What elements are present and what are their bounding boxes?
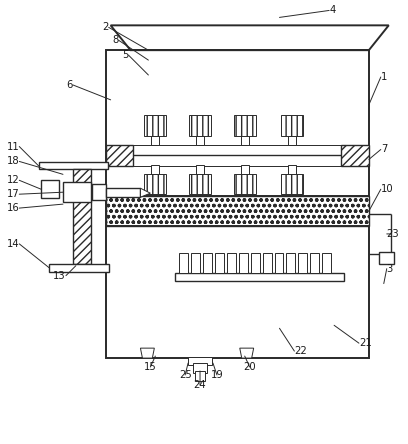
Bar [188,357,212,365]
Text: 2: 2 [102,22,109,32]
Text: 10: 10 [381,184,393,194]
Bar [241,135,249,145]
Text: 20: 20 [244,362,256,372]
Bar [41,180,59,198]
Bar [106,196,369,226]
Bar [106,188,140,197]
Bar [151,135,159,145]
Bar [234,115,256,135]
Bar [175,273,344,281]
Text: 19: 19 [211,370,223,380]
Text: 4: 4 [329,5,335,16]
Bar [288,165,296,174]
Polygon shape [240,348,254,358]
Bar [275,253,284,273]
Bar [310,253,319,273]
Bar [234,174,256,194]
Text: 14: 14 [7,239,19,249]
Bar [288,135,296,145]
Bar [106,50,369,358]
Bar [215,253,224,273]
Bar [106,145,133,166]
Bar [151,165,159,174]
Bar [251,253,259,273]
Bar [196,135,204,145]
Text: 18: 18 [7,156,19,166]
Bar [263,253,272,273]
Bar [196,165,204,174]
Text: 8: 8 [112,35,119,45]
Bar [39,163,108,169]
Bar [144,115,166,135]
Bar [49,264,109,272]
Bar [341,145,369,166]
Text: 12: 12 [7,175,19,185]
Bar [92,184,106,200]
Bar [195,371,205,381]
Text: 22: 22 [295,346,307,356]
Bar [239,253,248,273]
Polygon shape [140,188,151,197]
Bar [286,253,295,273]
Bar [282,174,303,194]
Bar [227,253,236,273]
Text: 17: 17 [7,189,19,199]
Bar [203,253,212,273]
Bar [144,174,166,194]
Text: 23: 23 [387,229,399,239]
Text: 25: 25 [179,370,191,380]
Text: 1: 1 [381,72,387,82]
Text: 15: 15 [144,362,157,372]
Bar [191,253,200,273]
Bar [241,165,249,174]
Text: 11: 11 [7,142,19,151]
Bar [379,252,394,264]
Text: 3: 3 [387,264,393,274]
Bar [189,115,211,135]
Text: 7: 7 [381,144,387,155]
Text: 13: 13 [53,271,66,281]
Text: 5: 5 [122,50,129,60]
Text: 24: 24 [194,380,206,390]
Bar [298,253,307,273]
Text: 6: 6 [67,80,73,90]
Bar [179,253,188,273]
Bar [282,115,303,135]
Bar [322,253,331,273]
Bar [193,363,207,373]
Bar [189,174,211,194]
Bar [63,182,91,202]
Polygon shape [140,348,154,358]
Bar [73,169,91,264]
Text: 16: 16 [7,203,19,213]
Text: 21: 21 [359,338,372,348]
